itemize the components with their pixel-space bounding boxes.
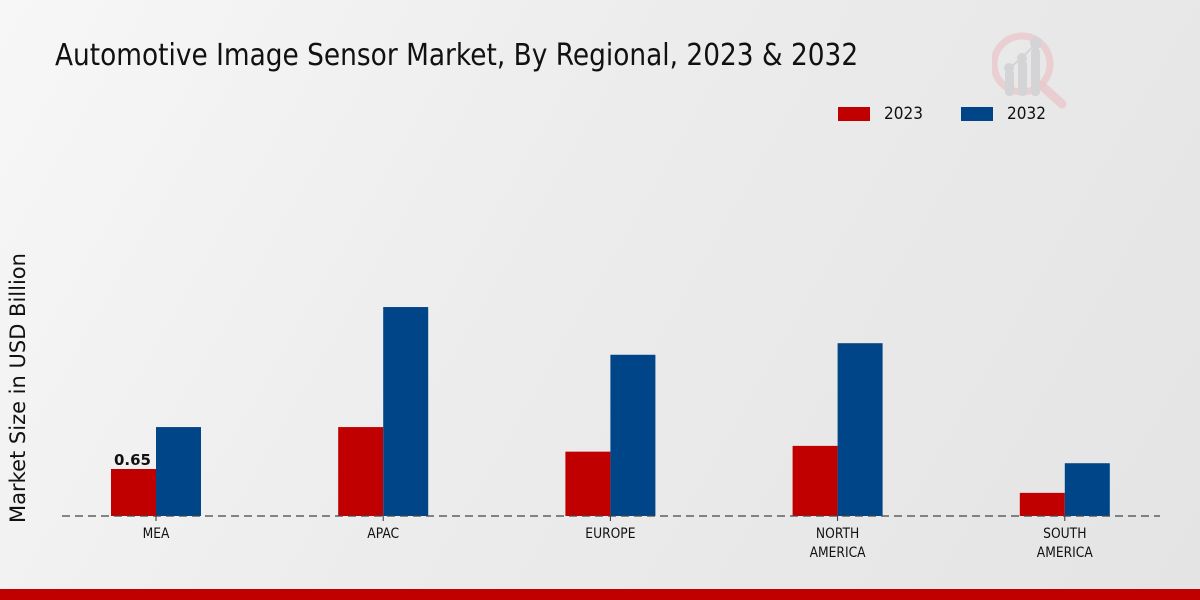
bar-apac-2032 — [383, 307, 429, 516]
x-tick-label-apac: APAC — [367, 526, 399, 542]
legend: 2023 2032 — [838, 104, 1085, 124]
legend-item-2023[interactable]: 2023 — [838, 104, 927, 124]
bar-europe-2023 — [565, 451, 611, 516]
legend-item-2032[interactable]: 2032 — [961, 104, 1050, 124]
x-tick-label-europe: EUROPE — [585, 526, 635, 542]
bar-south-america-2032 — [1064, 463, 1110, 516]
data-label-mea-2023: 0.65 — [114, 451, 151, 469]
legend-swatch-2023 — [838, 107, 870, 121]
magnifier-bar-chart-logo-icon — [992, 32, 1067, 109]
bar-north-america-2023 — [792, 445, 838, 516]
x-ticks-group: MEA APAC EUROPE NORTH AMERICA SOUTH AMERICA — [143, 516, 1093, 561]
legend-label-2023: 2023 — [884, 104, 923, 124]
legend-label-2032: 2032 — [1007, 104, 1047, 124]
bars-group — [111, 307, 1110, 516]
x-tick-label-north-america: NORTH AMERICA — [810, 526, 866, 561]
x-tick-label-mea: MEA — [143, 526, 170, 542]
bar-south-america-2023 — [1019, 492, 1065, 516]
bottom-accent-strip — [0, 589, 1200, 600]
bar-mea-2023 — [111, 469, 156, 516]
chart-title: Automotive Image Sensor Market, By Regio… — [55, 38, 859, 73]
x-tick-label-south-america: SOUTH AMERICA — [1037, 526, 1093, 561]
data-labels-group: 0.65 — [114, 451, 151, 469]
bar-north-america-2032 — [837, 343, 883, 516]
legend-swatch-2032 — [961, 107, 994, 121]
bar-europe-2032 — [610, 354, 656, 516]
bar-mea-2032 — [156, 427, 201, 516]
bar-apac-2023 — [338, 427, 384, 516]
